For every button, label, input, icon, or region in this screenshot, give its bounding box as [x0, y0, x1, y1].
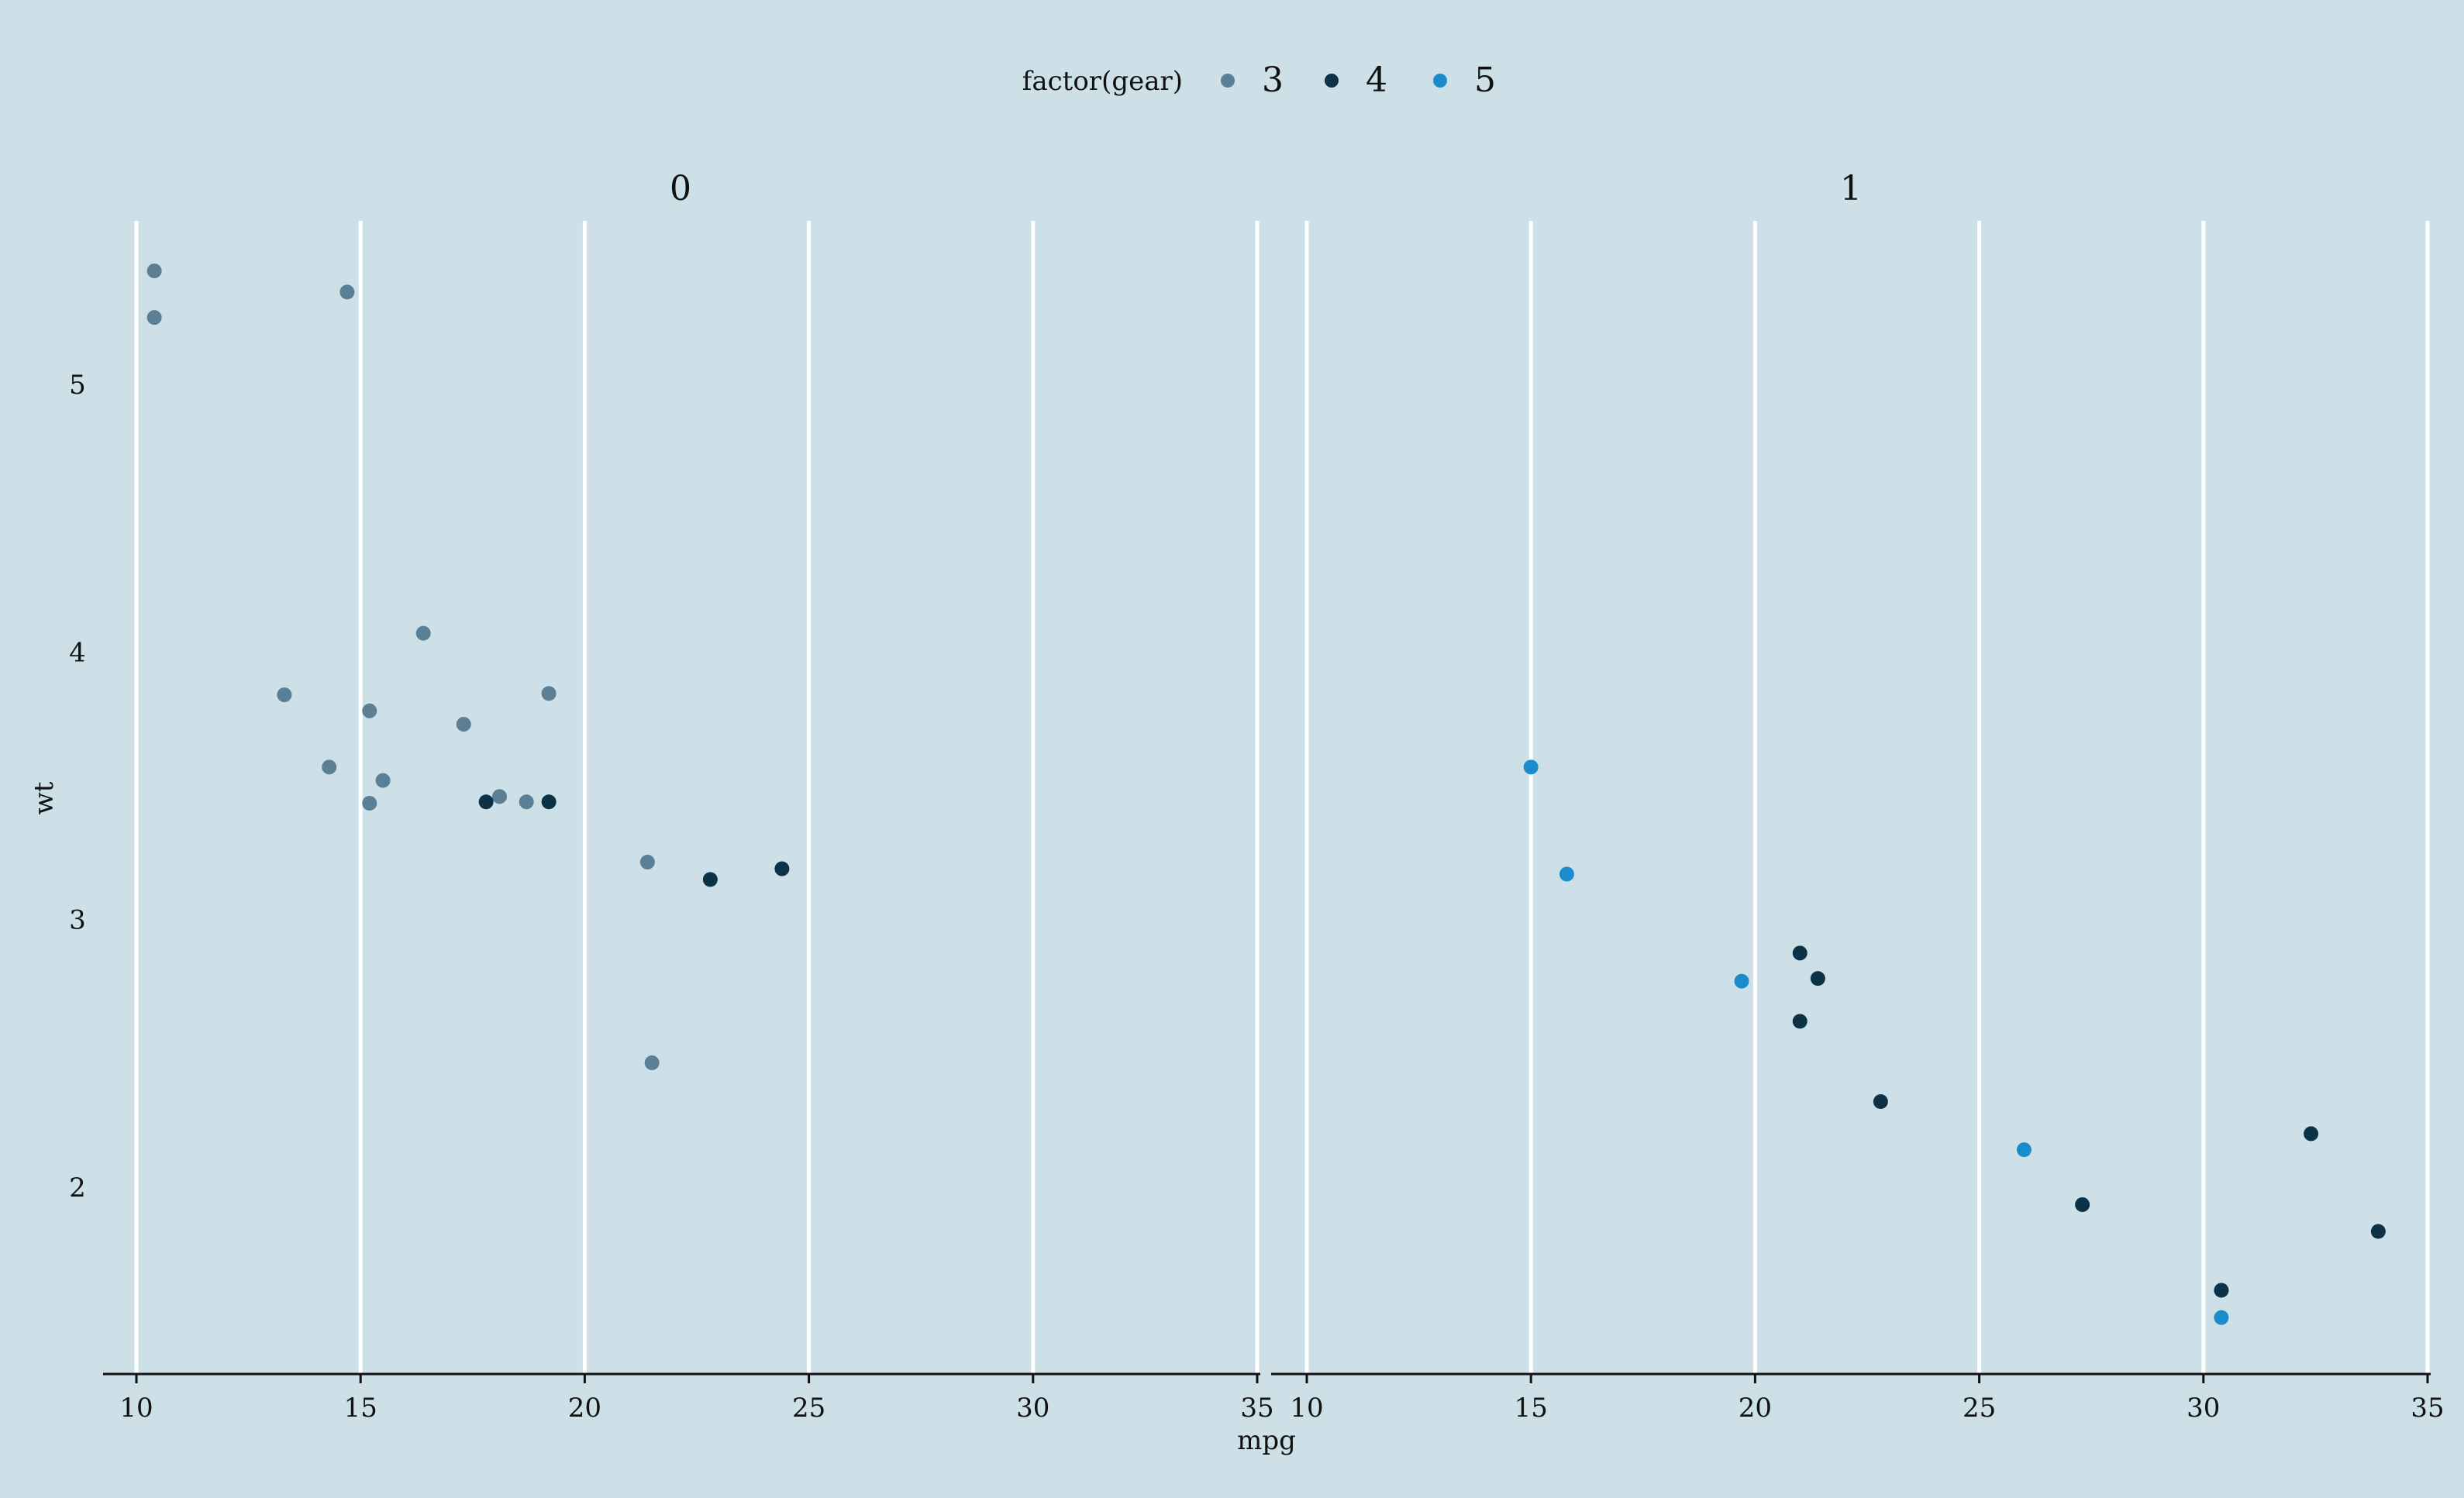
point-gear-4 — [702, 872, 718, 887]
point-gear-4 — [2370, 1224, 2386, 1239]
point-gear-3 — [415, 625, 431, 641]
x-axis-label: mpg — [1237, 1425, 1296, 1456]
point-gear-4 — [1792, 945, 1808, 961]
x-tick-label: 20 — [1739, 1393, 1772, 1424]
x-tick-label: 10 — [119, 1393, 153, 1424]
point-gear-4 — [1873, 1093, 1888, 1109]
panel-1: 1 10 15 20 25 30 35 — [1271, 169, 2445, 1424]
y-tick-label: 4 — [69, 637, 86, 668]
point-gear-4 — [541, 794, 557, 810]
point-gear-3 — [492, 789, 508, 804]
x-tick-label: 35 — [2411, 1393, 2444, 1424]
y-tick-label: 3 — [69, 905, 86, 936]
point-gear-4 — [478, 794, 494, 810]
point-gear-3 — [362, 795, 377, 811]
point-gear-4 — [1792, 1014, 1808, 1029]
legend-title: factor(gear) — [1022, 66, 1183, 97]
point-gear-3 — [375, 773, 391, 788]
point-gear-3 — [362, 703, 377, 718]
point-gear-3 — [146, 263, 162, 279]
point-gear-5 — [1559, 866, 1574, 882]
point-gear-3 — [339, 284, 355, 300]
legend-key-5 — [1433, 74, 1447, 88]
legend-label-4: 4 — [1366, 60, 1387, 100]
panel-strip-label: 1 — [1840, 169, 1862, 208]
x-tick-label: 35 — [1240, 1393, 1273, 1424]
point-gear-4 — [2214, 1283, 2229, 1298]
point-gear-4 — [2304, 1126, 2319, 1142]
x-tick-label: 30 — [2187, 1393, 2220, 1424]
legend-key-3 — [1221, 74, 1235, 88]
point-gear-5 — [1734, 973, 1749, 989]
point-gear-3 — [519, 794, 534, 810]
point-gear-3 — [277, 687, 292, 703]
point-gear-3 — [322, 759, 337, 775]
y-tick-label: 5 — [69, 370, 86, 401]
x-tick-label: 15 — [1515, 1393, 1548, 1424]
x-tick-label: 20 — [568, 1393, 601, 1424]
point-gear-5 — [2016, 1142, 2032, 1158]
x-tick-label: 25 — [792, 1393, 825, 1424]
x-tick-label: 10 — [1290, 1393, 1323, 1424]
y-axis-label: wt — [29, 781, 60, 814]
point-gear-3 — [146, 310, 162, 325]
point-gear-3 — [644, 1055, 660, 1070]
legend: factor(gear) 3 4 5 — [1022, 60, 1496, 100]
x-tick-label: 30 — [1016, 1393, 1049, 1424]
point-gear-5 — [1523, 759, 1539, 775]
legend-key-4 — [1325, 74, 1339, 88]
legend-label-3: 3 — [1262, 60, 1284, 100]
point-gear-4 — [1810, 971, 1825, 987]
panel-0: 0 10 15 20 25 30 35 — [103, 169, 1274, 1424]
legend-label-5: 5 — [1474, 60, 1496, 100]
point-gear-3 — [639, 854, 655, 870]
x-tick-label: 25 — [1963, 1393, 1996, 1424]
point-gear-4 — [774, 861, 790, 876]
point-gear-4 — [2075, 1197, 2090, 1212]
point-gear-3 — [456, 717, 471, 732]
x-tick-label: 15 — [344, 1393, 377, 1424]
point-gear-5 — [2214, 1310, 2229, 1325]
point-gear-3 — [541, 686, 557, 701]
panel-strip-label: 0 — [670, 169, 691, 208]
y-tick-label: 2 — [69, 1173, 86, 1204]
